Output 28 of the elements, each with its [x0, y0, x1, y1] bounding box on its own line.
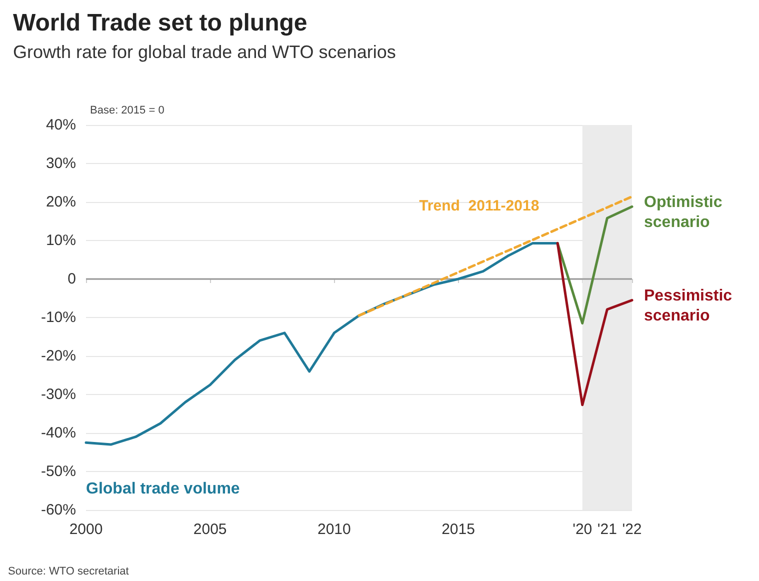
y-tick-label: -30% [40, 386, 76, 403]
text: Base: 2015 = 0 [90, 104, 164, 116]
y-tick-label: -40% [40, 424, 76, 442]
source-note: Source: WTO secretariat [8, 566, 129, 578]
series-label: Optimistic scenario [644, 194, 722, 232]
y-tick-label: 30% [46, 155, 76, 172]
y-tick-label: 20% [46, 194, 76, 210]
x-tick-label: 2015 [442, 521, 475, 538]
x-tick-label: 2005 [193, 521, 227, 538]
x-tick-label: '22 [622, 521, 642, 538]
y-tick-label: -50% [40, 463, 76, 480]
line-series [556, 242, 634, 406]
x-tick-label: 2000 [69, 521, 103, 538]
x-tick-label: '21 [597, 521, 617, 538]
y-tick-label: 40% [46, 116, 76, 134]
y-tick-label: 10% [46, 232, 76, 249]
y-tick-label: 0 [68, 270, 76, 288]
series-label: Trend 2011-2018 [419, 198, 540, 215]
text: Global trade volume [86, 480, 240, 498]
series-label: Pessimistic scenario [644, 288, 732, 325]
y-tick-label: -10% [40, 309, 76, 326]
line-series [556, 205, 634, 325]
y-tick-label: -20% [40, 348, 76, 364]
chart-title: World Trade set to plunge [13, 10, 308, 36]
chart-subtitle: Growth rate for global trade and WTO scenarios [13, 42, 396, 62]
y-tick-label: -60% [40, 502, 76, 518]
x-tick-label: '20 [572, 521, 592, 538]
x-tick-label: 2010 [317, 521, 351, 538]
